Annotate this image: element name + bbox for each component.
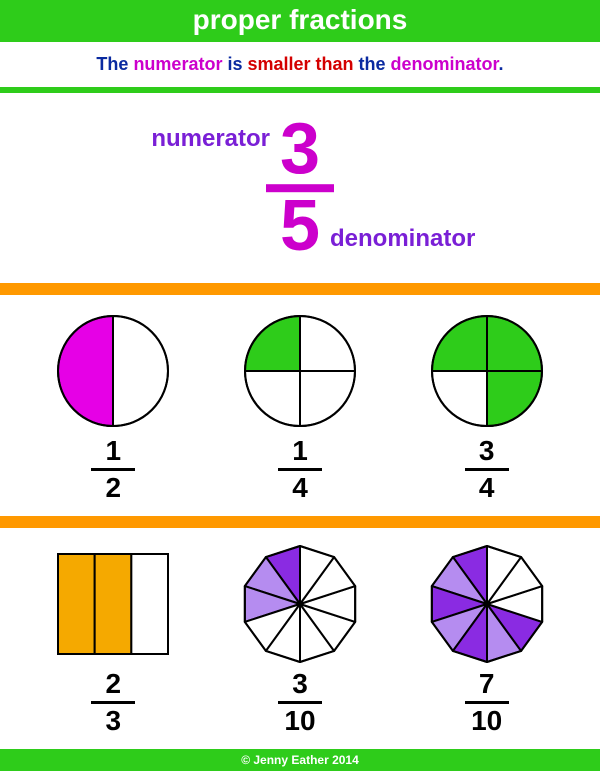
footer-text: © Jenny Eather 2014 [241, 753, 359, 767]
fraction-numerator: 2 [91, 670, 135, 698]
sub-post: . [499, 54, 504, 74]
title-text: proper fractions [193, 4, 408, 35]
pie-chart [427, 311, 547, 431]
fraction-label: 23 [91, 670, 135, 735]
decagon-chart [427, 544, 547, 664]
fraction-denominator: 4 [465, 474, 509, 502]
fraction-label: 14 [278, 437, 322, 502]
fraction-label: 12 [91, 437, 135, 502]
hero-label-numerator: numerator [151, 125, 270, 153]
example-cell: 23 [33, 544, 193, 735]
fraction-denominator: 4 [278, 474, 322, 502]
rect-thirds [53, 544, 173, 664]
fraction-bar [278, 701, 322, 704]
sub-pre: The [96, 54, 133, 74]
hero-numerator: 3 [266, 117, 334, 182]
sub-mid1: is [222, 54, 247, 74]
fraction-denominator: 2 [91, 474, 135, 502]
fraction-bar [465, 468, 509, 471]
fraction-numerator: 3 [465, 437, 509, 465]
fraction-bar [465, 701, 509, 704]
fraction-label: 710 [465, 670, 509, 735]
fraction-numerator: 7 [465, 670, 509, 698]
fraction-bar [278, 468, 322, 471]
example-cell: 710 [407, 544, 567, 735]
fraction-numerator: 1 [91, 437, 135, 465]
hero-fraction: 3 5 [266, 117, 334, 259]
fraction-numerator: 3 [278, 670, 322, 698]
fraction-bar [91, 701, 135, 704]
examples-row-2: 23310710 [0, 528, 600, 749]
pie-chart [53, 311, 173, 431]
example-cell: 34 [407, 311, 567, 502]
fraction-label: 310 [278, 670, 322, 735]
sub-mid2: the [354, 54, 391, 74]
decagon-chart [240, 544, 360, 664]
fraction-denominator: 3 [91, 707, 135, 735]
example-cell: 12 [33, 311, 193, 502]
divider-orange-1 [0, 283, 600, 295]
fraction-label: 34 [465, 437, 509, 502]
hero-fraction-region: numerator 3 5 denominator [0, 103, 600, 273]
hero-label-denominator: denominator [330, 225, 475, 253]
fraction-denominator: 10 [465, 707, 509, 735]
examples-row-1: 121434 [0, 295, 600, 516]
fraction-bar [91, 468, 135, 471]
hero-denominator: 5 [266, 194, 334, 259]
divider-thin-1 [0, 87, 600, 93]
fraction-denominator: 10 [278, 707, 322, 735]
example-cell: 310 [220, 544, 380, 735]
sub-smaller-word: smaller than [247, 54, 353, 74]
example-cell: 14 [220, 311, 380, 502]
sub-numerator-word: numerator [133, 54, 222, 74]
sub-denominator-word: denominator [391, 54, 499, 74]
pie-chart [240, 311, 360, 431]
fraction-numerator: 1 [278, 437, 322, 465]
subtitle: The numerator is smaller than the denomi… [0, 42, 600, 87]
divider-orange-2 [0, 516, 600, 528]
footer-bar: © Jenny Eather 2014 [0, 749, 600, 771]
title-bar: proper fractions [0, 0, 600, 42]
